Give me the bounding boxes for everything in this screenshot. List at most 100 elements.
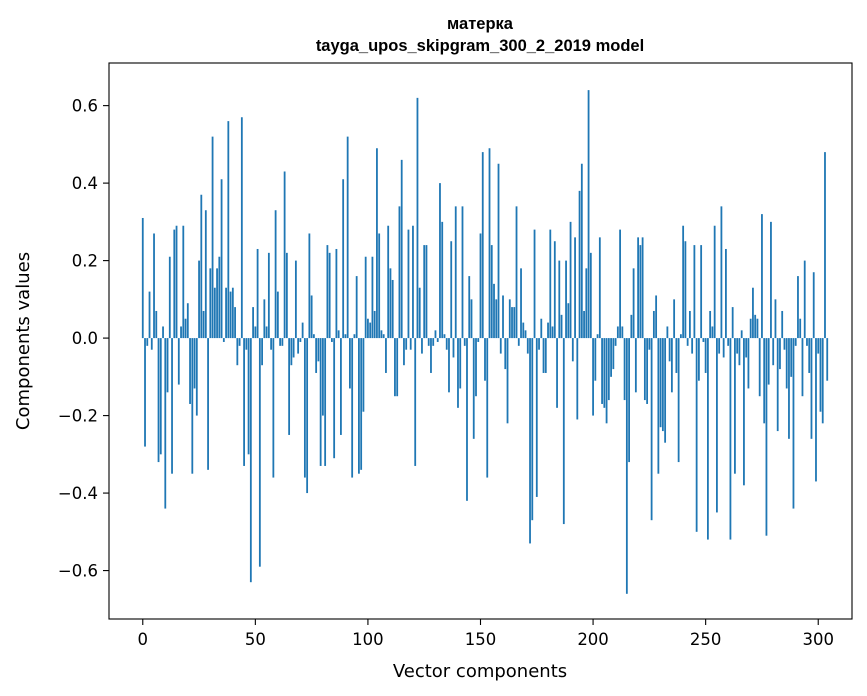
bar bbox=[637, 237, 640, 339]
bar bbox=[610, 338, 612, 377]
bar bbox=[621, 326, 624, 339]
bar bbox=[558, 260, 561, 339]
bar bbox=[427, 338, 430, 346]
bar bbox=[391, 279, 394, 339]
bar bbox=[364, 256, 367, 339]
bar bbox=[479, 233, 482, 339]
bar bbox=[331, 338, 333, 342]
bar bbox=[425, 245, 428, 339]
bar bbox=[752, 287, 754, 339]
bar bbox=[776, 338, 779, 432]
bar bbox=[693, 245, 696, 339]
bar bbox=[312, 334, 315, 339]
bar bbox=[495, 299, 498, 339]
bar bbox=[247, 338, 250, 455]
bar bbox=[344, 334, 347, 339]
bar bbox=[770, 221, 772, 339]
bar bbox=[673, 299, 676, 339]
bar bbox=[448, 338, 450, 393]
bar bbox=[189, 338, 191, 404]
bar bbox=[725, 248, 727, 339]
bar bbox=[256, 248, 259, 339]
bar bbox=[583, 310, 585, 339]
bar bbox=[513, 307, 516, 339]
bar bbox=[616, 326, 619, 339]
bar bbox=[472, 338, 475, 439]
bar bbox=[175, 225, 178, 339]
bar bbox=[162, 326, 164, 339]
y-axis-label: Components values bbox=[13, 252, 34, 430]
bar bbox=[468, 276, 471, 339]
bar bbox=[301, 322, 304, 339]
bar bbox=[180, 326, 182, 339]
bar bbox=[785, 338, 788, 389]
bar bbox=[506, 338, 509, 424]
bar bbox=[504, 338, 507, 370]
bar bbox=[574, 237, 576, 339]
bar bbox=[177, 338, 180, 385]
bar bbox=[596, 334, 599, 339]
y-tick-label: 0.0 bbox=[72, 329, 98, 348]
bar bbox=[734, 338, 736, 474]
y-tick-label: −0.2 bbox=[58, 407, 98, 426]
bar bbox=[457, 338, 459, 408]
bar bbox=[531, 338, 534, 521]
bar bbox=[319, 338, 322, 466]
bar bbox=[222, 338, 225, 342]
bar bbox=[794, 338, 797, 346]
bar bbox=[634, 338, 637, 393]
bar bbox=[517, 338, 520, 346]
bar bbox=[477, 338, 480, 342]
bar bbox=[797, 276, 799, 339]
bar bbox=[358, 338, 360, 474]
bar bbox=[508, 299, 511, 339]
bar bbox=[207, 338, 209, 470]
bar bbox=[524, 330, 527, 339]
bar bbox=[349, 338, 351, 389]
bar bbox=[727, 338, 730, 346]
bar bbox=[164, 338, 167, 509]
bar bbox=[603, 338, 606, 408]
bar bbox=[418, 287, 421, 339]
bar bbox=[148, 291, 151, 339]
bar bbox=[819, 338, 822, 412]
bar bbox=[283, 171, 286, 339]
bar bbox=[333, 338, 336, 459]
bar bbox=[664, 338, 667, 443]
bar bbox=[571, 338, 574, 362]
bar bbox=[340, 338, 342, 435]
bar bbox=[303, 338, 306, 478]
bar bbox=[585, 268, 588, 339]
x-tick-label: 250 bbox=[690, 630, 722, 649]
bar bbox=[400, 159, 403, 339]
bar bbox=[767, 338, 770, 385]
bar bbox=[529, 338, 531, 544]
bar bbox=[355, 276, 358, 339]
bar bbox=[200, 194, 203, 339]
x-tick-label: 150 bbox=[465, 630, 497, 649]
bar bbox=[470, 299, 473, 339]
bar bbox=[792, 338, 795, 509]
bar bbox=[569, 221, 572, 339]
bar bbox=[209, 268, 212, 339]
bar bbox=[801, 338, 804, 397]
bar bbox=[709, 310, 712, 339]
bar bbox=[328, 252, 331, 339]
bar bbox=[229, 291, 232, 339]
bar bbox=[459, 338, 462, 389]
bar bbox=[297, 338, 300, 354]
bar bbox=[754, 314, 757, 339]
x-axis-ticks: 0 50 100 150 200 250 300 bbox=[138, 619, 834, 649]
bar bbox=[306, 338, 309, 494]
bar bbox=[695, 338, 698, 532]
bar bbox=[362, 338, 365, 412]
bar bbox=[716, 338, 718, 513]
bar bbox=[549, 229, 552, 339]
bar bbox=[299, 338, 302, 342]
y-tick-label: 0.2 bbox=[72, 252, 98, 271]
bar bbox=[279, 338, 282, 346]
bar bbox=[443, 334, 446, 339]
bar bbox=[547, 322, 549, 339]
bar bbox=[272, 338, 275, 478]
bar bbox=[432, 338, 435, 346]
